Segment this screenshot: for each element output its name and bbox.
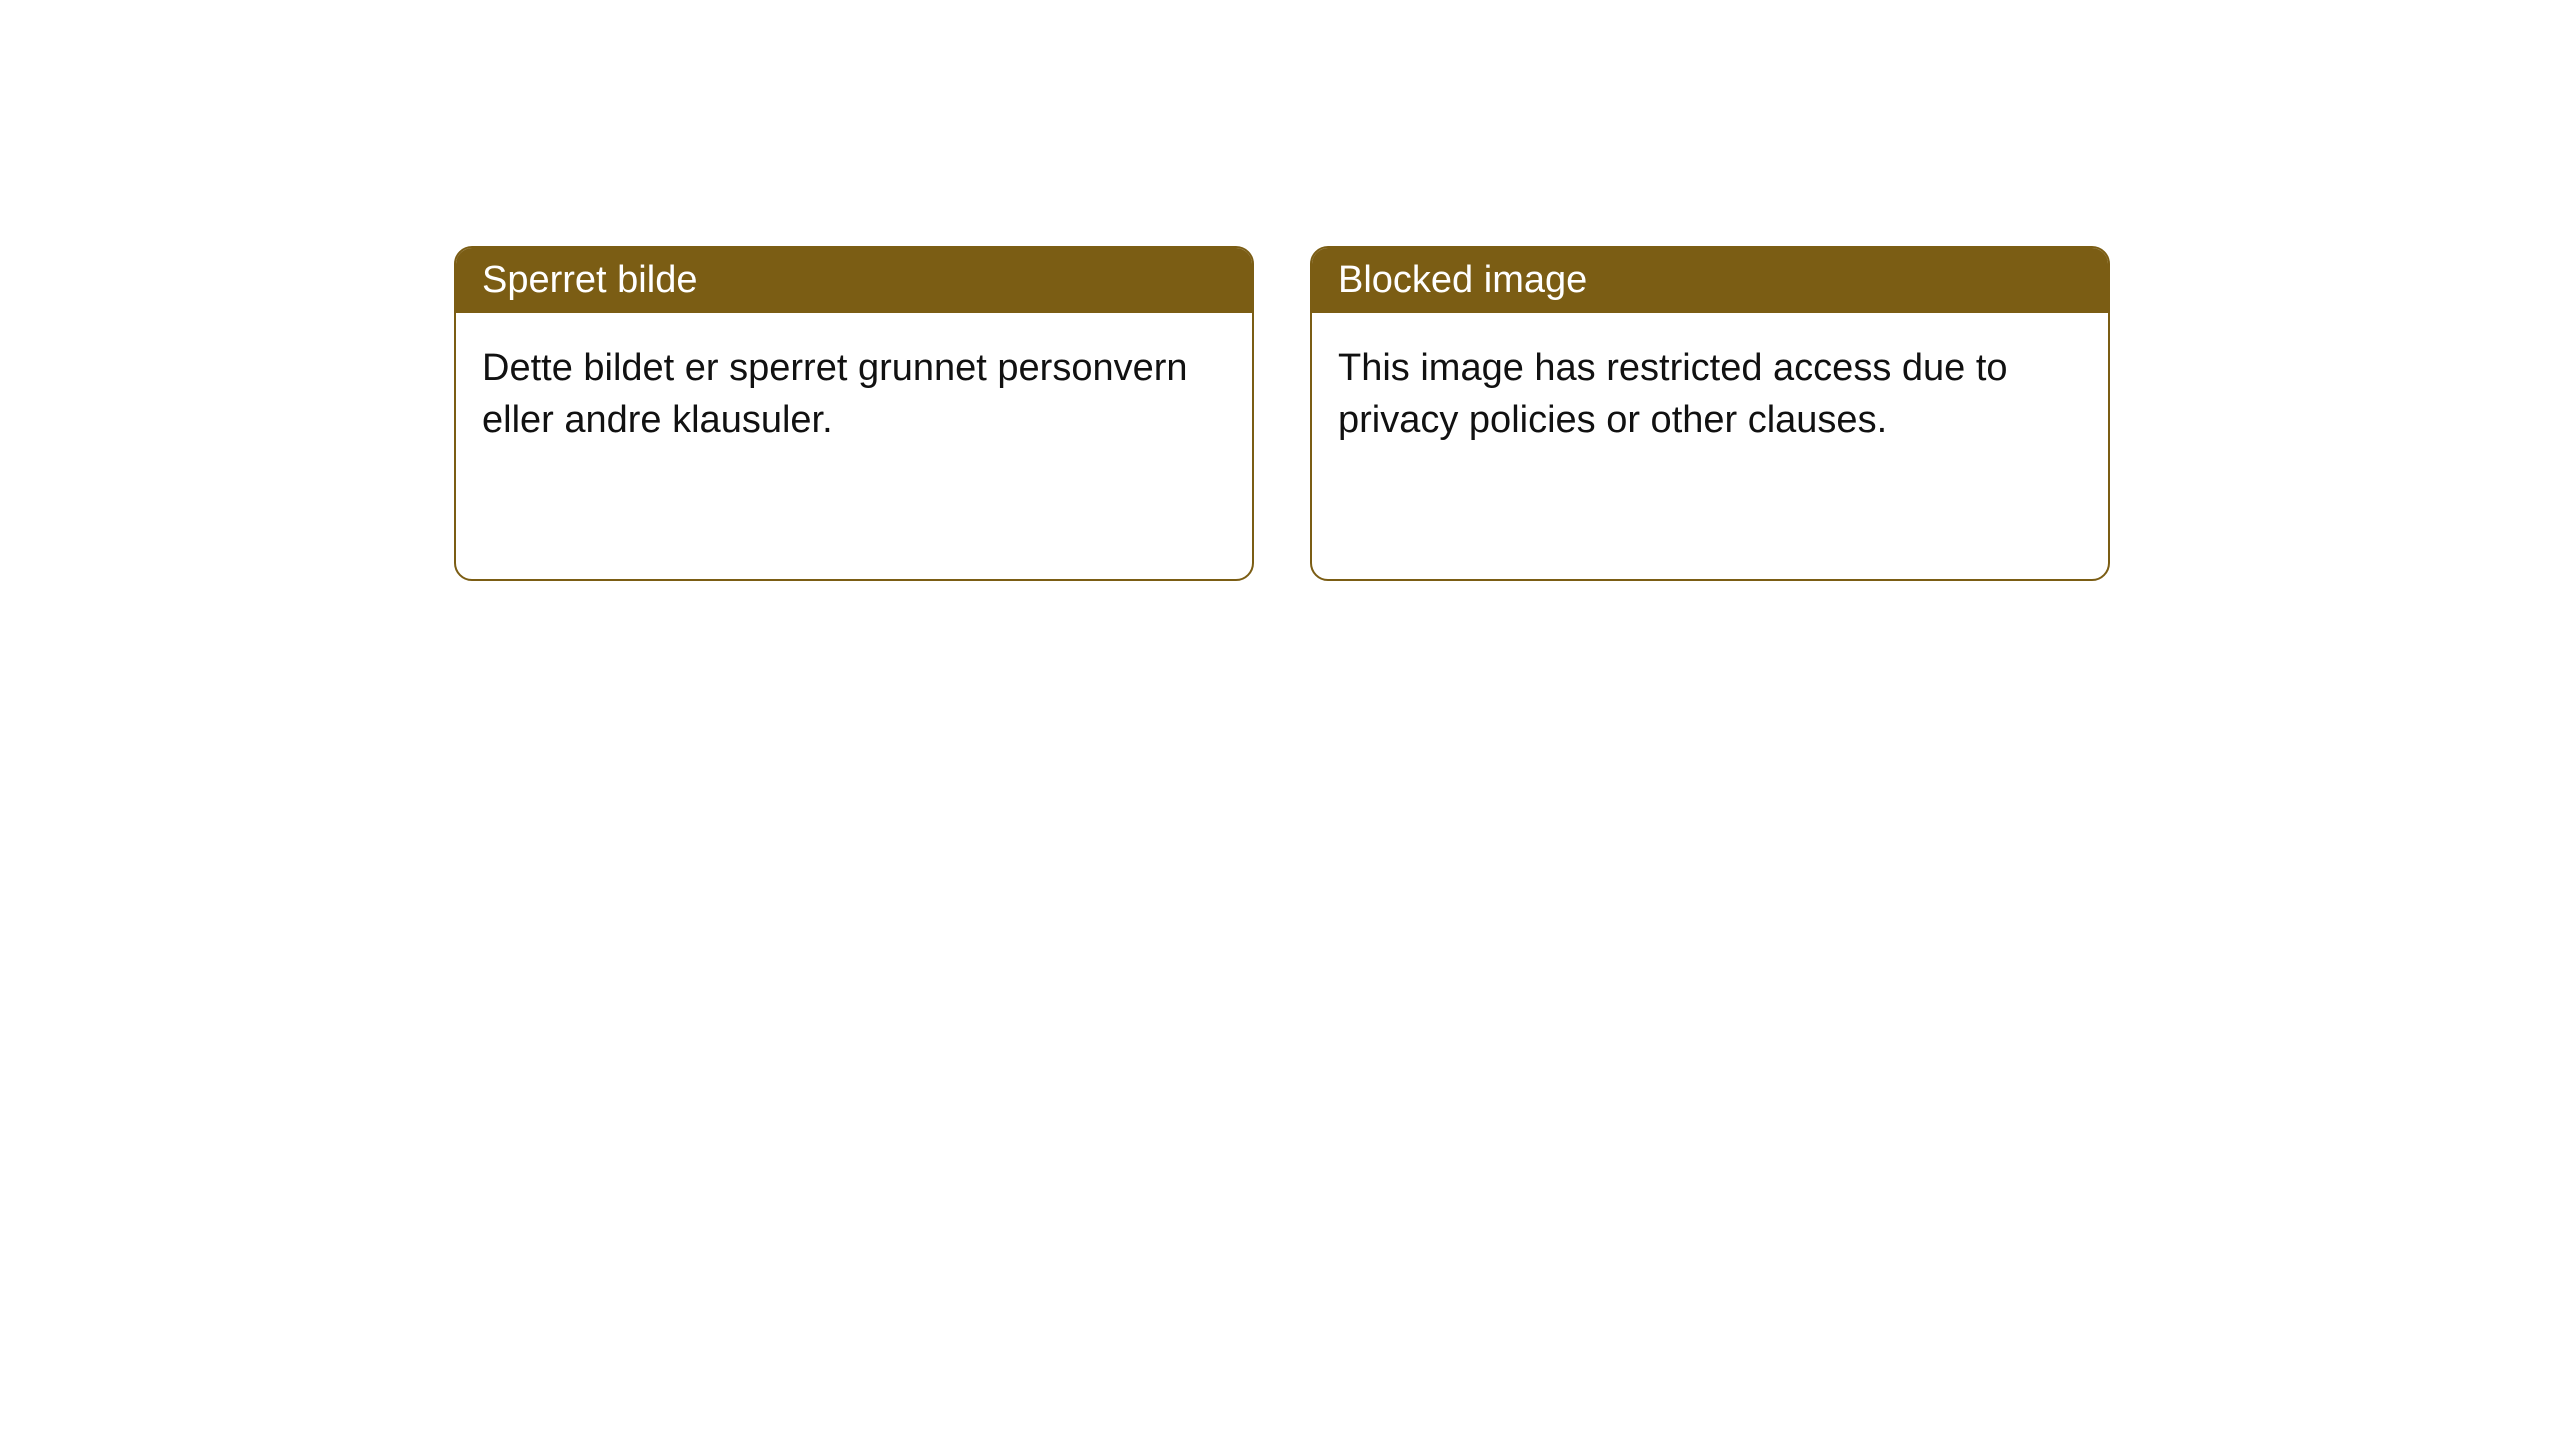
card-title: Sperret bilde (482, 259, 697, 301)
card-title: Blocked image (1338, 259, 1587, 301)
card-body-text: Dette bildet er sperret grunnet personve… (482, 347, 1188, 440)
notice-cards-container: Sperret bilde Dette bildet er sperret gr… (454, 246, 2110, 581)
card-header: Blocked image (1312, 248, 2108, 313)
card-body-text: This image has restricted access due to … (1338, 347, 2008, 440)
card-body: This image has restricted access due to … (1312, 313, 2108, 476)
card-body: Dette bildet er sperret grunnet personve… (456, 313, 1252, 476)
card-header: Sperret bilde (456, 248, 1252, 313)
notice-card-english: Blocked image This image has restricted … (1310, 246, 2110, 581)
notice-card-norwegian: Sperret bilde Dette bildet er sperret gr… (454, 246, 1254, 581)
